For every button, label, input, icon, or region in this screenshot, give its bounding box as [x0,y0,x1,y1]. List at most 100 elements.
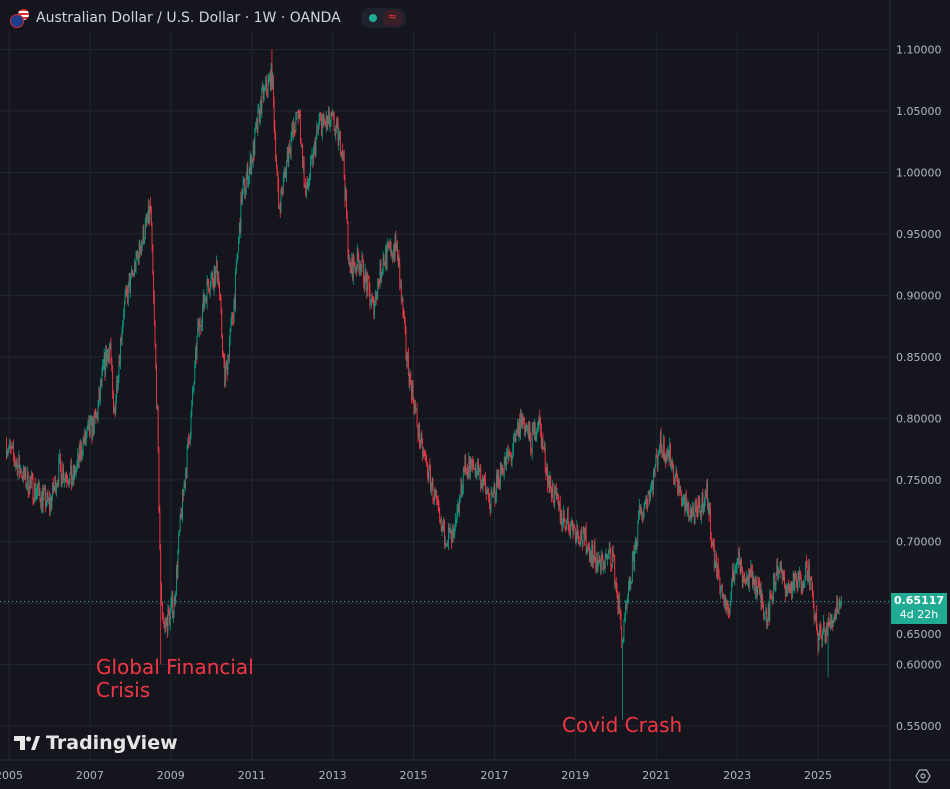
candle-body [583,527,585,531]
candle-body [56,486,57,494]
symbol-header[interactable]: Australian Dollar / U.S. Dollar · 1W · O… [10,8,406,28]
candle-body [835,609,837,613]
candle-body [230,319,232,329]
candle-body [264,86,266,88]
candle-body [222,353,224,355]
candle-body [642,514,643,517]
candle-body [67,480,68,484]
candle-body [642,511,644,517]
y-tick-label: 1.00000 [896,167,942,180]
candle-body [279,208,281,212]
candle-body [755,578,756,593]
candle-body [563,512,564,524]
candle-body [9,442,10,448]
candle-body [151,224,153,245]
status-badges[interactable]: ≈ [360,8,406,28]
candle-body [493,487,495,490]
candle-body [289,152,291,154]
candle-body [656,456,658,465]
candle-body [255,128,256,132]
candle-body [553,500,555,504]
annotation-covid: Covid Crash [562,713,683,737]
candle-body [759,582,760,593]
candle-body [229,328,231,342]
candle-body [184,485,186,487]
candle-body [400,283,401,286]
candle-body [687,503,689,509]
candle-body [827,618,829,627]
candle-body [71,481,73,484]
candle-body [781,571,783,579]
candle-body [43,489,45,494]
candle-body [555,487,557,496]
candle-body [529,426,531,436]
candle-body [404,316,405,320]
candle-body [805,561,807,581]
candle-body [791,582,793,598]
candle-body [624,618,626,620]
candle-body [486,490,488,494]
candle-body [361,256,363,267]
candle-body [254,131,256,155]
candle-body [24,467,26,477]
candle-body [704,501,705,511]
candle-body [370,301,372,304]
candle-body [722,594,724,598]
candle-body [259,102,261,123]
candle-body [292,127,294,134]
candle-body [220,297,222,310]
tradingview-logo[interactable]: TradingView [14,732,178,754]
candle-body [759,587,761,593]
candle-body [356,249,358,270]
candle-body [191,403,193,415]
candle-body [582,527,584,544]
candle-body [338,133,340,144]
candle-body [353,258,355,267]
candle-body [653,469,654,491]
candle-body [328,111,330,120]
candle-body [792,573,794,586]
y-tick-label: 0.90000 [896,290,942,303]
candle-body [144,222,146,239]
candle-body [651,480,653,483]
y-tick-label: 1.05000 [896,105,942,118]
candle-body [219,295,221,298]
candle-body [774,574,775,589]
candle-body [200,326,202,329]
candle-body [680,490,682,492]
candle-body [534,424,535,434]
chart-settings-icon[interactable] [915,768,931,784]
candle-body [398,255,400,266]
candle-body [189,442,190,444]
candle-body [535,436,537,440]
candle-body [786,589,788,592]
candle-body [663,439,665,460]
candle-body [285,170,287,176]
current-price-value: 0.65117 [893,594,945,607]
candle-body [654,465,656,476]
candle-body [671,462,673,466]
time-axis[interactable]: 2005 2007 2009 2011 2013 2015 2017 2019 2021 2023… [0,769,832,782]
price-axis[interactable]: 0.55000 0.60000 0.65000 0.70000 0.75000 0.800… [896,44,942,734]
candle-body [656,455,657,457]
candle-body [269,74,271,90]
candle-body [28,492,30,494]
candle-body [41,491,42,507]
candle-body [153,273,154,298]
candle-body [356,267,357,270]
candle-body [39,492,41,502]
candle-body [273,77,274,101]
candle-body [761,596,763,604]
y-tick-label: 0.75000 [896,474,942,487]
candle-body [137,254,139,258]
candle-body [148,205,150,220]
candle-body [268,77,270,79]
candle-body [525,428,527,431]
candle-body [533,427,535,434]
candle-body [497,473,499,485]
candle-body [581,530,582,541]
candle-body [49,498,50,510]
candle-body [840,603,842,605]
candle-body [232,313,233,319]
